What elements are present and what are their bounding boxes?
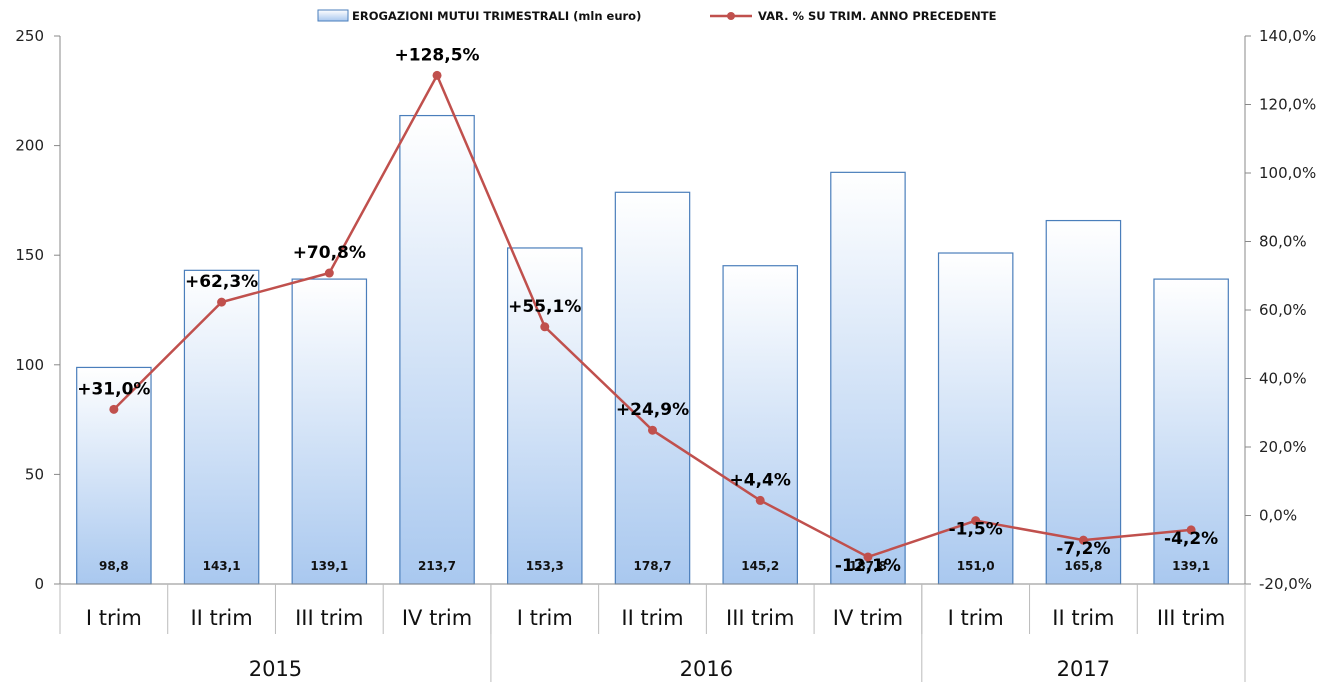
bar-value-label: 139,1 xyxy=(310,559,348,573)
line-point xyxy=(1186,525,1196,535)
left-tick-label: 150 xyxy=(15,246,44,264)
category-label: I trim xyxy=(948,606,1004,630)
year-label: 2016 xyxy=(680,657,733,681)
category-label: II trim xyxy=(621,606,683,630)
category-label: III trim xyxy=(1157,606,1225,630)
legend-line-label: VAR. % SU TRIM. ANNO PRECEDENTE xyxy=(758,9,997,23)
category-label: I trim xyxy=(86,606,142,630)
left-tick-label: 200 xyxy=(15,137,44,155)
variation-label: +24,9% xyxy=(616,400,689,420)
variation-label: +70,8% xyxy=(293,243,366,263)
bar-value-label: 178,7 xyxy=(634,559,672,573)
line-point xyxy=(217,297,227,307)
variation-line xyxy=(109,70,1196,562)
bar xyxy=(614,191,691,585)
bar-value-label: 153,3 xyxy=(526,559,564,573)
right-tick-label: 20,0% xyxy=(1259,438,1307,456)
variation-label: -4,2% xyxy=(1164,529,1218,549)
variation-label: -12,1% xyxy=(835,556,901,576)
category-label: IV trim xyxy=(833,606,903,630)
bar xyxy=(722,265,798,585)
bar xyxy=(1045,219,1122,585)
variation-label: -7,2% xyxy=(1056,539,1110,559)
bar xyxy=(830,171,906,585)
line-point xyxy=(324,268,334,278)
left-tick-label: 100 xyxy=(15,356,44,374)
category-label: IV trim xyxy=(402,606,472,630)
bar-value-label: 98,8 xyxy=(99,559,129,573)
line-point xyxy=(971,516,981,526)
right-tick-label: 100,0% xyxy=(1259,164,1316,182)
left-tick-label: 250 xyxy=(15,27,44,45)
line-point xyxy=(1078,535,1088,545)
category-label: II trim xyxy=(190,606,252,630)
line-point xyxy=(648,425,657,435)
variation-label: +4,4% xyxy=(730,470,791,490)
line-point xyxy=(755,495,765,505)
category-label: II trim xyxy=(1052,606,1114,630)
axes: 0 50 100 150 200 250 -20,0% 0,0% 20,0% 40,0% 60,0%… xyxy=(15,27,1316,593)
variation-label: +55,1% xyxy=(508,297,581,317)
bar-value-label: 143,1 xyxy=(203,559,241,573)
legend-bar-swatch xyxy=(317,9,349,22)
bar xyxy=(291,278,368,585)
bar-value-label: 187,8 xyxy=(849,559,887,573)
bar xyxy=(507,247,583,585)
legend: EROGAZIONI MUTUI TRIMESTRALI (mln euro) … xyxy=(317,9,997,23)
legend-line-marker xyxy=(727,12,735,20)
variation-labels: +31,0% +62,3% +70,8% +128,5% +55,1% +24,9% +4,… xyxy=(77,45,1218,576)
category-label: I trim xyxy=(517,606,573,630)
year-label: 2015 xyxy=(249,657,302,681)
right-tick-label: 120,0% xyxy=(1259,96,1316,114)
right-tick-label: 40,0% xyxy=(1259,370,1307,388)
right-tick-label: 0,0% xyxy=(1259,507,1297,525)
year-label: 2017 xyxy=(1057,657,1110,681)
bar-value-label: 151,0 xyxy=(957,559,995,573)
variation-label: +128,5% xyxy=(395,45,480,65)
line-point xyxy=(109,404,119,414)
left-tick-label: 50 xyxy=(25,465,44,483)
x-axis: I trim II trim III trim IV trim I trim II tri… xyxy=(59,583,1246,682)
line-point xyxy=(540,322,550,332)
variation-label: +62,3% xyxy=(185,272,258,292)
bar xyxy=(399,114,475,585)
bar-value-label: 145,2 xyxy=(741,559,779,573)
right-tick-label: 80,0% xyxy=(1259,233,1307,251)
category-label: III trim xyxy=(726,606,794,630)
bar-value-label: 139,1 xyxy=(1172,559,1210,573)
line-point xyxy=(863,552,873,562)
variation-label: -1,5% xyxy=(949,520,1003,540)
bar-value-labels: 98,8 143,1 139,1 213,7 153,3 178,7 145,2 187,8 1… xyxy=(99,559,1210,573)
legend-bar-label: EROGAZIONI MUTUI TRIMESTRALI (mln euro) xyxy=(352,9,641,23)
bar xyxy=(76,366,152,585)
bar-value-label: 213,7 xyxy=(418,559,456,573)
right-tick-label: 60,0% xyxy=(1259,301,1307,319)
line-point xyxy=(432,70,442,80)
bars xyxy=(76,114,1229,585)
bar xyxy=(183,269,260,585)
bar-value-label: 165,8 xyxy=(1064,559,1102,573)
variation-label: +31,0% xyxy=(77,379,150,399)
category-label: III trim xyxy=(295,606,363,630)
right-tick-label: -20,0% xyxy=(1259,575,1312,593)
left-tick-label: 0 xyxy=(34,575,44,593)
right-tick-label: 140,0% xyxy=(1259,27,1316,45)
